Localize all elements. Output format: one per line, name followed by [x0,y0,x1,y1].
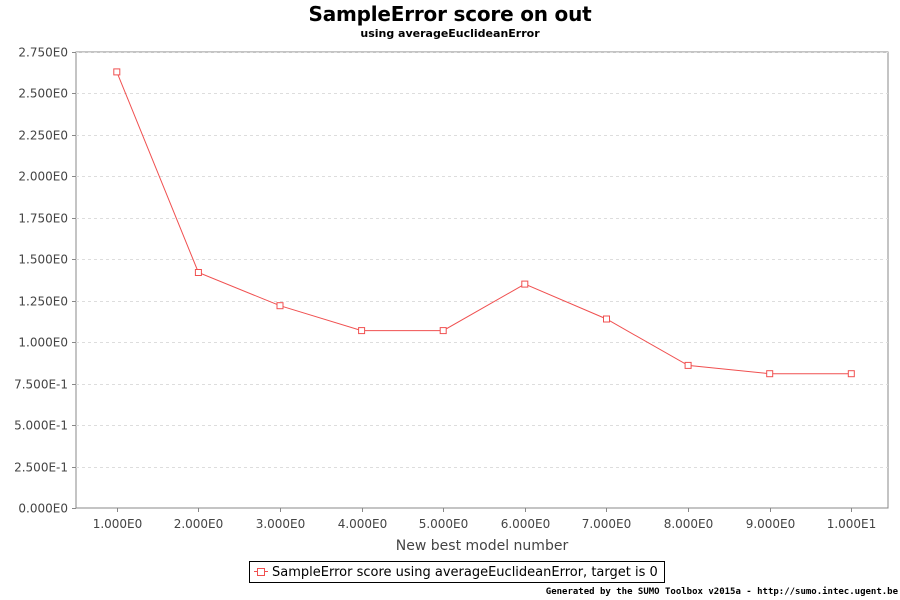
credit-footer: Generated by the SUMO Toolbox v2015a - h… [545,587,898,597]
chart-title: SampleError score on out [308,2,592,26]
data-point-square-marker [847,370,855,378]
x-tick-label: 6.000E0 [501,517,551,531]
data-point-square-marker [603,315,610,323]
data-point-square-marker [113,68,121,76]
x-axis-label: New best model number [396,538,569,554]
plot-area [75,51,889,509]
data-point-square-marker [766,370,774,378]
y-tick-label: 1.250E0 [18,295,68,309]
y-tick-label: 2.500E-1 [14,461,68,475]
chart-legend: SampleError score using averageEuclidean… [249,561,665,583]
data-point-square-marker [194,269,202,276]
data-point-square-marker [276,302,284,310]
y-tick-label: 2.750E0 [18,46,68,60]
y-tick-label: 5.000E-1 [14,419,68,433]
y-tick-label: 1.000E0 [18,336,68,350]
x-tick-label: 5.000E0 [419,517,469,531]
x-tick-label: 9.000E0 [746,517,796,531]
x-tick-label: 2.000E0 [174,517,224,531]
y-tick-label: 0.000E0 [18,502,68,516]
x-tick-label: 1.000E1 [827,517,877,531]
series-layer [113,68,855,378]
chart-subtitle: using averageEuclideanError [360,27,540,40]
y-tick-label: 2.500E0 [18,87,68,101]
legend-label: SampleError score using averageEuclidean… [272,564,658,580]
y-tick-label: 7.500E-1 [14,378,68,392]
axes: 0.000E0 2.500E-1 5.000E-1 7.500E-1 1.000E0 1.… [14,46,876,532]
x-tick-label: 1.000E0 [93,517,143,531]
series-line [116,71,852,375]
data-point-square-marker [358,327,366,335]
x-tick-label: 8.000E0 [664,517,714,531]
y-tick-label: 2.250E0 [18,129,68,143]
x-tick-label: 7.000E0 [582,517,632,531]
y-tick-label: 2.000E0 [18,170,68,184]
y-tick-label: 1.500E0 [18,253,68,267]
x-tick-label: 4.000E0 [338,517,388,531]
y-tick-label: 1.750E0 [18,212,68,226]
legend-square-marker-icon [254,567,268,577]
data-point-square-marker [684,361,692,369]
data-point-square-marker [439,327,447,335]
data-point-square-marker [521,280,529,288]
x-tick-label: 3.000E0 [256,517,306,531]
